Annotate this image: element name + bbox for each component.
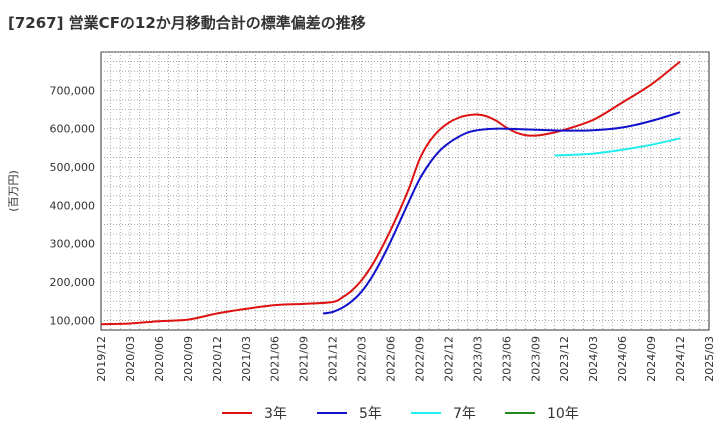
x-tick-label: 2021/12 [327, 336, 340, 382]
x-tick-label: 2023/09 [529, 336, 542, 382]
series-lines [100, 60, 681, 326]
x-tick-label: 2020/03 [124, 336, 137, 382]
y-tick-label: 600,000 [50, 123, 96, 136]
plot-area [100, 51, 710, 331]
legend-label: 3年 [264, 406, 287, 422]
y-tick-label: 300,000 [50, 238, 96, 251]
x-tick-label: 2020/12 [211, 336, 224, 382]
series-line-0 [100, 60, 681, 326]
legend-label: 7年 [453, 406, 476, 422]
x-tick-label: 2024/12 [674, 336, 687, 382]
legend: 3年 5年 7年 10年 [222, 406, 579, 422]
x-tick-label: 2023/03 [471, 336, 484, 382]
x-tick-label: 2024/09 [645, 336, 658, 382]
x-tick-label: 2022/06 [385, 336, 398, 382]
x-tick-label: 2023/06 [500, 336, 513, 382]
legend-label: 10年 [547, 406, 579, 422]
y-axis-label: (百万円) [7, 170, 20, 212]
y-tick-label: 500,000 [50, 161, 96, 174]
x-tick-label: 2025/03 [703, 336, 716, 382]
x-tick-label: 2022/12 [442, 336, 455, 382]
x-tick-label: 2021/03 [240, 336, 253, 382]
x-tick-label: 2022/03 [356, 336, 369, 382]
chart-title: [7267] 営業CFの12か月移動合計の標準偏差の推移 [8, 14, 366, 32]
x-tick-label: 2023/12 [558, 336, 571, 382]
x-axis-ticks: 2019/12 2020/03 2020/06 2020/09 2020/12 2021/… [95, 336, 716, 382]
y-axis-ticks: 100,000 200,000 300,000 400,000 500,000 600,0… [50, 84, 96, 327]
series-line-2 [554, 137, 681, 157]
x-tick-label: 2024/06 [616, 336, 629, 382]
y-tick-label: 100,000 [50, 314, 96, 327]
x-tick-label: 2021/06 [269, 336, 282, 382]
x-tick-label: 2019/12 [95, 336, 108, 382]
x-tick-label: 2024/03 [587, 336, 600, 382]
y-tick-label: 700,000 [50, 84, 96, 97]
x-tick-label: 2020/09 [182, 336, 195, 382]
x-tick-label: 2021/09 [298, 336, 311, 382]
series-line-1 [322, 111, 681, 315]
x-tick-label: 2020/06 [153, 336, 166, 382]
y-tick-label: 200,000 [50, 276, 96, 289]
legend-label: 5年 [359, 406, 382, 422]
grid-lines [101, 51, 709, 330]
y-tick-label: 400,000 [50, 199, 96, 212]
x-tick-label: 2022/09 [413, 336, 426, 382]
